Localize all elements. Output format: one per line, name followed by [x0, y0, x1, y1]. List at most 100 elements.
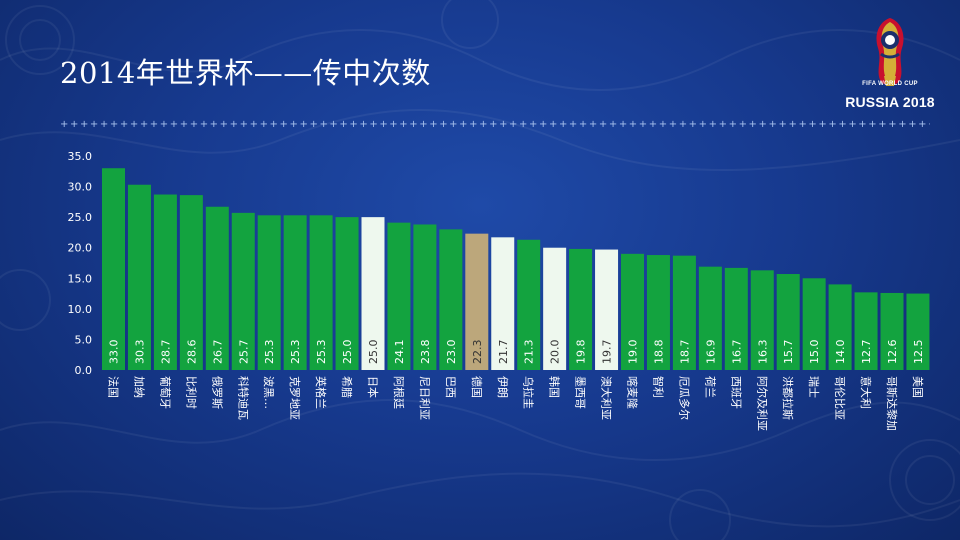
bar-value-label: 16.9: [704, 340, 717, 365]
bar-value-label: 12.6: [886, 340, 899, 365]
x-tick-label: 葡萄牙: [158, 376, 171, 409]
x-tick-label: 俄罗斯: [210, 376, 223, 409]
x-tick-label: 日本: [366, 376, 380, 398]
bar: [595, 249, 619, 370]
x-tick-label: 瑞士: [807, 376, 821, 398]
bar: [283, 215, 307, 370]
bar: [179, 195, 203, 370]
bar: [646, 255, 670, 370]
x-tick-label: 阿根廷: [392, 376, 406, 409]
bar: [621, 253, 644, 370]
x-tick-label: 哥斯达黎加: [885, 376, 899, 431]
bar-value-label: 19.8: [575, 340, 588, 365]
bar: [153, 194, 177, 370]
x-tick-label: 科特迪瓦: [236, 376, 250, 420]
bar-value-label: 21.3: [523, 340, 536, 365]
title-divider: ++++++++++++++++++++++++++++++++++++++++…: [60, 119, 930, 130]
x-tick-label: 荷兰: [703, 376, 716, 398]
bar-value-label: 15.7: [782, 340, 795, 365]
bar: [698, 266, 722, 370]
bar-value-label: 23.8: [419, 340, 432, 365]
bar-value-label: 28.6: [185, 340, 198, 365]
bar: [309, 215, 333, 370]
world-cup-trophy-emblem-icon: [876, 18, 904, 86]
bar-value-label: 12.5: [912, 340, 925, 365]
bar-value-label: 21.7: [497, 340, 510, 365]
x-tick-label: 美国: [911, 376, 924, 398]
y-tick-label: 5.0: [75, 333, 93, 346]
bar: [205, 206, 229, 370]
bar-value-label: 28.7: [159, 340, 172, 365]
bar: [102, 168, 125, 370]
bar-value-label: 14.0: [834, 340, 847, 365]
bar-value-label: 16.7: [730, 340, 743, 365]
bar-value-label: 25.3: [315, 340, 328, 365]
bar: [361, 217, 385, 370]
logo-caption-top: FIFA WORLD CUP: [862, 81, 918, 87]
bar: [854, 292, 878, 370]
x-tick-label: 智利: [651, 376, 665, 398]
x-tick-label: 伊朗: [496, 376, 509, 398]
bar-value-label: 16.3: [756, 340, 769, 365]
x-tick-label: 德国: [470, 376, 484, 398]
x-tick-label: 巴西: [444, 376, 457, 398]
logo-caption-main: RUSSIA 2018: [845, 94, 935, 110]
bar-value-label: 25.0: [341, 340, 354, 365]
y-tick-label: 35.0: [68, 150, 93, 163]
y-tick-label: 0.0: [75, 364, 93, 377]
x-tick-label: 法国: [107, 376, 121, 398]
y-axis: 0.0 5.0 10.0 15.0 20.0 25.0 30.0 35.0: [68, 150, 93, 377]
bar: [517, 239, 541, 370]
x-tick-label: 克罗地亚: [288, 376, 301, 420]
y-tick-label: 20.0: [68, 242, 93, 255]
bar-value-label: 15.0: [808, 340, 821, 365]
x-tick-label: 波黑…: [262, 376, 275, 409]
x-tick-label: 尼日利亚: [418, 376, 431, 420]
bar-value-label: 30.3: [133, 340, 146, 365]
bar-value-label: 19.0: [627, 340, 640, 365]
bar-value-label: 23.0: [445, 340, 458, 365]
bar-value-label: 18.8: [652, 340, 665, 365]
bar: [880, 292, 904, 370]
x-tick-label: 哥伦比亚: [833, 376, 847, 420]
bar: [802, 278, 826, 370]
x-tick-label: 乌拉圭: [522, 376, 536, 409]
bar: [257, 215, 281, 370]
bar-value-label: 12.7: [860, 340, 873, 365]
x-axis: 法国 加纳 葡萄牙 比利时 俄罗斯 科特迪瓦 波黑… 克罗地亚 英格兰 希腊 日本 阿根廷 尼日利亚 巴西…: [107, 376, 924, 431]
bar-value-label: 20.0: [549, 340, 562, 365]
y-tick-label: 30.0: [68, 181, 93, 194]
x-tick-label: 韩国: [548, 376, 562, 398]
bar: [439, 229, 463, 370]
bar-value-label: 25.3: [289, 340, 302, 365]
x-tick-label: 西班牙: [729, 376, 742, 409]
bar-value-labels: 33.0 30.3 28.7 28.6 26.7 25.7 25.3 25.3 25.3 25.0…: [108, 340, 925, 365]
bar-value-label: 19.7: [601, 340, 614, 365]
x-tick-label: 英格兰: [314, 376, 328, 409]
bar-value-label: 25.0: [367, 340, 380, 365]
bar: [491, 237, 515, 370]
x-tick-label: 加纳: [132, 376, 145, 398]
bar-value-label: 25.3: [263, 340, 276, 365]
x-tick-label: 比利时: [184, 376, 197, 409]
bar-value-label: 22.3: [471, 340, 484, 365]
x-tick-label: 洪都拉斯: [781, 376, 795, 420]
bar: [569, 248, 593, 370]
x-tick-label: 阿尔及利亚: [755, 376, 768, 431]
x-tick-label: 意大利: [859, 376, 873, 409]
bar-value-label: 24.1: [393, 340, 406, 365]
bar-value-label: 18.7: [678, 340, 691, 365]
bar-value-label: 33.0: [108, 340, 121, 365]
bar: [672, 255, 696, 370]
bar: [776, 274, 800, 370]
x-tick-label: 厄瓜多尔: [677, 376, 691, 420]
bar: [750, 270, 774, 370]
bar: [413, 224, 437, 370]
bar: [906, 293, 930, 370]
bar: [387, 222, 411, 370]
x-tick-label: 喀麦隆: [626, 376, 640, 409]
y-tick-label: 10.0: [68, 303, 93, 316]
bar: [465, 233, 489, 370]
